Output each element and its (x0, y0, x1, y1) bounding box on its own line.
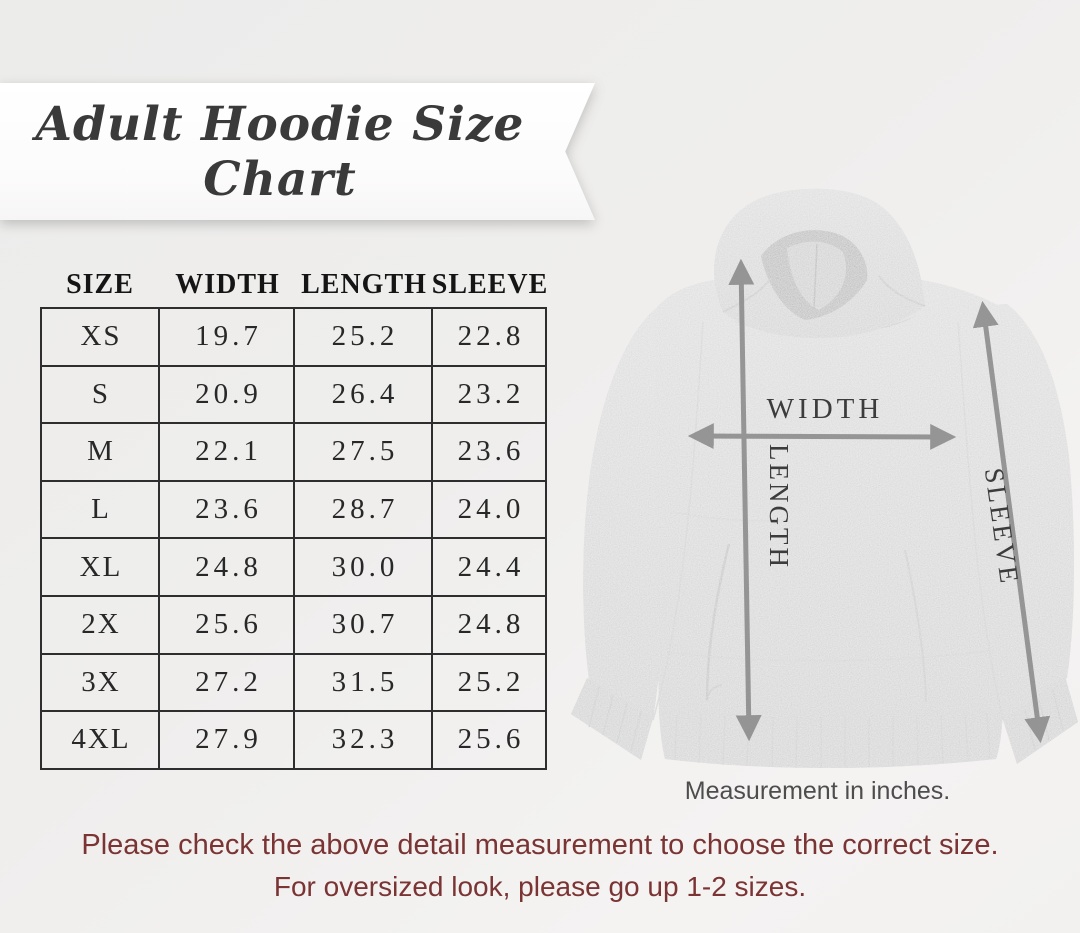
hoodie-hem (659, 710, 1003, 768)
cell-width: 24.8 (160, 539, 295, 595)
width-arrow (687, 423, 957, 450)
table-row: XS 19.7 25.2 22.8 (42, 309, 545, 367)
cell-sleeve: 24.4 (457, 550, 525, 583)
cell-length: 25.2 (295, 309, 433, 365)
table-row: 3X 27.2 31.5 25.2 (42, 654, 545, 713)
cell-width: 27.2 (160, 654, 295, 711)
table-row: L 23.6 28.7 24.0 (42, 481, 545, 540)
cell-size: 4XL (42, 712, 160, 768)
cell-size: XL (42, 539, 160, 595)
cell-width: 23.6 (160, 481, 295, 538)
table-row: 4XL 27.9 32.3 25.6 (42, 712, 545, 768)
cell-sleeve: 25.6 (457, 723, 525, 756)
size-table-body: XS 19.7 25.2 22.8 S 20.9 26.4 23.2 M 22.… (40, 307, 547, 770)
hoodie-diagram: WIDTH LENGTH SLEEVE (571, 188, 1078, 769)
column-header: WIDTH (175, 268, 280, 300)
cell-width: 20.9 (160, 366, 295, 423)
width-arrow-label: WIDTH (767, 393, 884, 425)
column-header: SIZE (66, 268, 134, 300)
title-ribbon: Adult Hoodie Size Chart (0, 83, 595, 220)
table-row: 2X 25.6 30.7 24.8 (42, 596, 545, 655)
cell-size: XS (42, 309, 160, 365)
cell-length: 27.5 (295, 424, 433, 480)
cell-length: 31.5 (295, 654, 433, 711)
note-line-2: For oversized look, please go up 1-2 siz… (273, 871, 807, 902)
cell-sleeve: 24.8 (457, 608, 525, 641)
cell-size: 3X (42, 654, 160, 711)
cell-width: 25.6 (160, 596, 295, 653)
column-header: LENGTH (301, 268, 427, 300)
units-caption: Measurement in inches. (684, 777, 951, 805)
cell-length: 30.0 (295, 539, 433, 595)
cell-length: 32.3 (295, 712, 433, 768)
column-header: SLEEVE (431, 268, 549, 300)
cell-size: M (42, 424, 160, 480)
cell-length: 26.4 (295, 366, 433, 423)
length-arrow-label: LENGTH (764, 444, 794, 570)
cell-size: L (42, 481, 160, 538)
cell-width: 27.9 (160, 712, 295, 768)
note-line-1: Please check the above detail measuremen… (81, 829, 999, 861)
sleeve-arrow (972, 300, 1051, 744)
hoodie-body (655, 278, 1007, 714)
size-table: SIZE WIDTH LENGTH SLEEVE XS 19.7 25.2 22… (40, 262, 547, 770)
cell-width: 19.7 (160, 309, 295, 365)
hoodie-pocket (705, 543, 927, 703)
cell-length: 30.7 (295, 596, 433, 653)
table-row: XL 24.8 30.0 24.4 (42, 539, 545, 597)
table-row: M 22.1 27.5 23.6 (42, 424, 545, 482)
size-table-header: SIZE WIDTH LENGTH SLEEVE (40, 262, 547, 307)
cell-size: 2X (42, 596, 160, 653)
cell-sleeve: 25.2 (457, 665, 525, 698)
hoodie-left-cuff (571, 678, 653, 760)
hood-crown (787, 241, 846, 310)
length-arrow (728, 258, 762, 742)
cell-sleeve: 22.8 (457, 320, 525, 353)
ribbon-shape: Adult Hoodie Size Chart (0, 83, 595, 220)
cell-sleeve: 24.0 (457, 493, 525, 526)
cell-width: 22.1 (160, 424, 295, 480)
page-title: Adult Hoodie Size Chart (35, 96, 525, 207)
cell-size: S (42, 366, 160, 423)
cell-sleeve: 23.2 (457, 377, 525, 410)
table-row: S 20.9 26.4 23.2 (42, 366, 545, 425)
cell-sleeve: 23.6 (457, 435, 525, 468)
cell-length: 28.7 (295, 481, 433, 538)
